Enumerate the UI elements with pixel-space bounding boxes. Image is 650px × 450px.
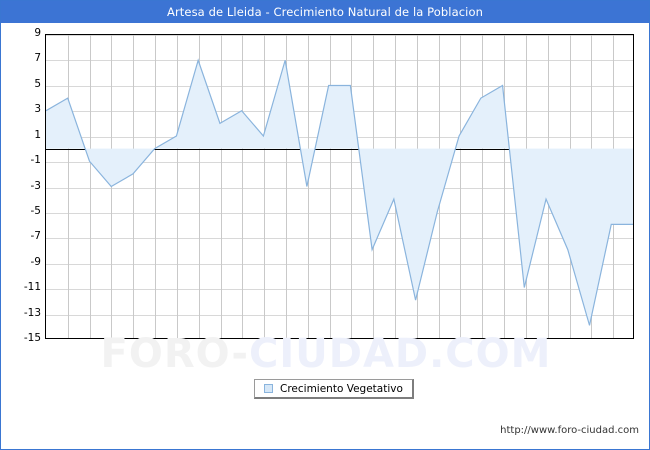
y-axis-tick-label: 9 (34, 27, 41, 39)
y-axis-tick-label: 7 (34, 52, 41, 65)
gridline-vertical (351, 35, 353, 338)
gridline-vertical (155, 35, 157, 338)
y-axis-tick-label: -7 (30, 230, 41, 243)
y-axis-tick-label: 1 (34, 128, 41, 141)
gridline-vertical (285, 35, 287, 338)
source-url[interactable]: http://www.foro-ciudad.com (500, 425, 639, 436)
gridline-horizontal (46, 212, 633, 214)
gridline-vertical (176, 35, 178, 338)
series-crecimiento-vegetativo (46, 58, 633, 326)
gridline-vertical (133, 35, 135, 338)
gridline-horizontal (46, 314, 633, 316)
legend-swatch-icon (264, 384, 273, 393)
y-axis-tick-label: 3 (34, 103, 41, 116)
gridline-vertical (504, 35, 506, 338)
gridline-vertical (482, 35, 484, 338)
gridline-horizontal (46, 263, 633, 265)
chart-legend[interactable]: Crecimiento Vegetativo (254, 379, 414, 399)
plot-area (45, 34, 634, 339)
y-axis-tick-label: -3 (30, 179, 41, 192)
legend-item-label: Crecimiento Vegetativo (280, 382, 403, 395)
gridline-vertical (198, 35, 200, 338)
gridline-horizontal (46, 162, 633, 164)
gridline-vertical (67, 35, 69, 338)
gridline-horizontal (46, 60, 633, 62)
gridline-vertical (329, 35, 331, 338)
y-axis-tick-label: -1 (30, 154, 41, 167)
y-axis-tick-label: -15 (23, 332, 41, 344)
y-axis-tick-label: -5 (30, 204, 41, 217)
gridline-vertical (89, 35, 91, 338)
gridline-vertical (242, 35, 244, 338)
gridline-vertical (220, 35, 222, 338)
gridline-vertical (307, 35, 309, 338)
page-title: Artesa de Lleida - Crecimiento Natural d… (1, 1, 649, 23)
gridline-vertical (264, 35, 266, 338)
y-axis-tick-label: 5 (34, 77, 41, 90)
gridline-horizontal (46, 289, 633, 291)
gridline-horizontal (46, 35, 633, 36)
zero-baseline (46, 149, 633, 151)
y-axis-tick-label: -13 (23, 306, 41, 319)
gridline-horizontal (46, 238, 633, 240)
series-area-fill (46, 60, 633, 326)
series-line (46, 58, 633, 326)
y-axis-tick-label: -9 (30, 255, 41, 268)
gridline-horizontal (46, 187, 633, 189)
gridline-vertical (460, 35, 462, 338)
y-axis-tick-label: -11 (23, 281, 41, 294)
